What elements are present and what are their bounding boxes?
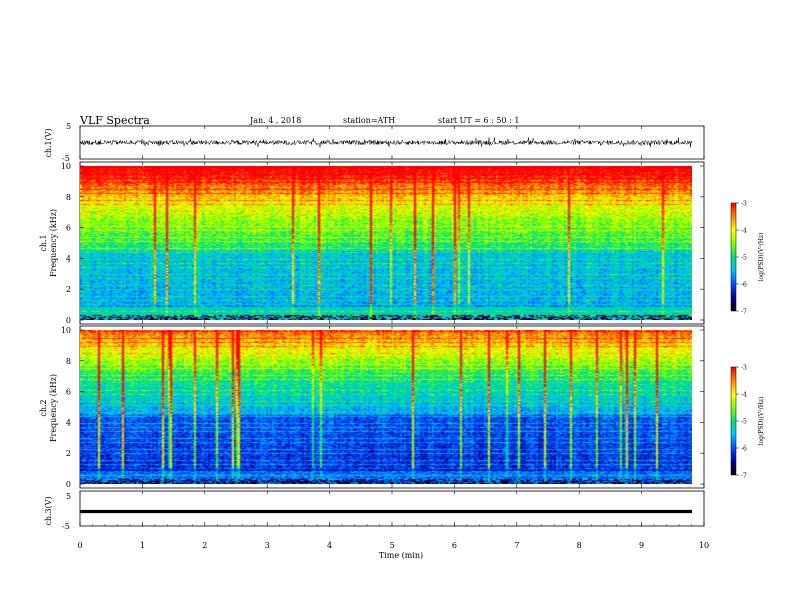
ch3-waveform-frame bbox=[79, 490, 705, 527]
time-tick-label: 10 bbox=[699, 541, 709, 550]
ch1-waveform-trace bbox=[79, 137, 693, 148]
colorbar-tick-label: -3 bbox=[741, 201, 747, 208]
freq-tick-label: 8 bbox=[66, 193, 71, 202]
time-tick-label: 1 bbox=[140, 541, 145, 550]
time-tick-label: 6 bbox=[452, 541, 457, 550]
ch1-colorbar-ticks: -3 -4 -5 -6 -7 bbox=[736, 201, 747, 316]
ch2-freq-ylabel: Frequency (kHz) bbox=[49, 374, 58, 442]
ch1-ytick-top: 5 bbox=[66, 122, 71, 131]
freq-tick-label: 4 bbox=[66, 254, 71, 263]
ch2-spectrogram-image bbox=[80, 330, 692, 484]
time-axis: 0 1 2 3 4 5 6 7 8 9 10 bbox=[77, 126, 709, 550]
ch2-colorbar-label: log(PSD)(V²/Hz) bbox=[758, 397, 765, 446]
ch1-waveform-panel: 5 -5 ch.1(V) bbox=[44, 122, 705, 163]
ch1-colorbar-label: log(PSD)(V²/Hz) bbox=[758, 233, 765, 282]
ch3-ytick-bottom: -5 bbox=[62, 522, 70, 531]
figure-title: VLF Spectra bbox=[79, 114, 150, 127]
time-tick-label: 8 bbox=[577, 541, 582, 550]
ch1-waveform-ylabel: ch.1(V) bbox=[44, 128, 53, 157]
station-label: station=ATH bbox=[343, 116, 395, 125]
start-time-label: start UT = 6 : 50 : 1 bbox=[438, 116, 519, 125]
freq-tick-label: 2 bbox=[66, 285, 71, 294]
ch3-ytick-top: 5 bbox=[66, 492, 71, 501]
colorbar-tick-label: -3 bbox=[741, 365, 747, 372]
freq-tick-label: 10 bbox=[61, 162, 71, 171]
time-tick-label: 4 bbox=[327, 541, 332, 550]
freq-tick-label: 6 bbox=[66, 388, 71, 397]
colorbar-tick-label: -4 bbox=[741, 228, 747, 235]
colorbar-tick-label: -5 bbox=[741, 419, 747, 426]
colorbar-tick-label: -7 bbox=[741, 309, 747, 316]
time-tick-label: 3 bbox=[265, 541, 270, 550]
freq-tick-label: 10 bbox=[61, 326, 71, 335]
ch3-waveform-panel: 5 -5 ch.3(V) bbox=[44, 490, 705, 531]
ch1-colorbar bbox=[730, 202, 737, 312]
freq-tick-label: 0 bbox=[66, 316, 71, 325]
ch1-spectrogram-image bbox=[80, 166, 692, 320]
date-label: Jan. 4 , 2018 bbox=[249, 116, 301, 125]
colorbar-tick-label: -6 bbox=[741, 282, 747, 289]
ch1-freq-ylabel: Frequency (kHz) bbox=[49, 209, 58, 277]
colorbar-tick-label: -7 bbox=[741, 473, 747, 480]
colorbar-tick-label: -4 bbox=[741, 392, 747, 399]
ch1-channel-label: ch.1 bbox=[39, 234, 48, 251]
freq-tick-label: 4 bbox=[66, 418, 71, 427]
colorbar-tick-label: -6 bbox=[741, 446, 747, 453]
freq-tick-label: 2 bbox=[66, 449, 71, 458]
freq-tick-label: 0 bbox=[66, 480, 71, 489]
ch1-freq-ticks: 0 2 4 6 8 10 bbox=[61, 162, 704, 325]
ch2-freq-ticks: 0 2 4 6 8 10 bbox=[61, 326, 704, 489]
colorbar-tick-label: -5 bbox=[741, 255, 747, 262]
ch2-colorbar bbox=[730, 366, 737, 476]
time-axis-label: Time (min) bbox=[379, 551, 423, 560]
time-tick-label: 7 bbox=[514, 541, 519, 550]
ch1-ytick-bottom: -5 bbox=[62, 154, 70, 163]
time-tick-label: 5 bbox=[389, 541, 394, 550]
ch2-channel-label: ch.2 bbox=[39, 399, 48, 416]
time-tick-label: 0 bbox=[77, 541, 82, 550]
ch2-colorbar-ticks: -3 -4 -5 -6 -7 bbox=[736, 365, 747, 480]
time-tick-label: 2 bbox=[202, 541, 207, 550]
time-tick-label: 9 bbox=[639, 541, 644, 550]
freq-tick-label: 8 bbox=[66, 357, 71, 366]
ch3-waveform-ylabel: ch.3(V) bbox=[44, 496, 53, 525]
freq-tick-label: 6 bbox=[66, 224, 71, 233]
